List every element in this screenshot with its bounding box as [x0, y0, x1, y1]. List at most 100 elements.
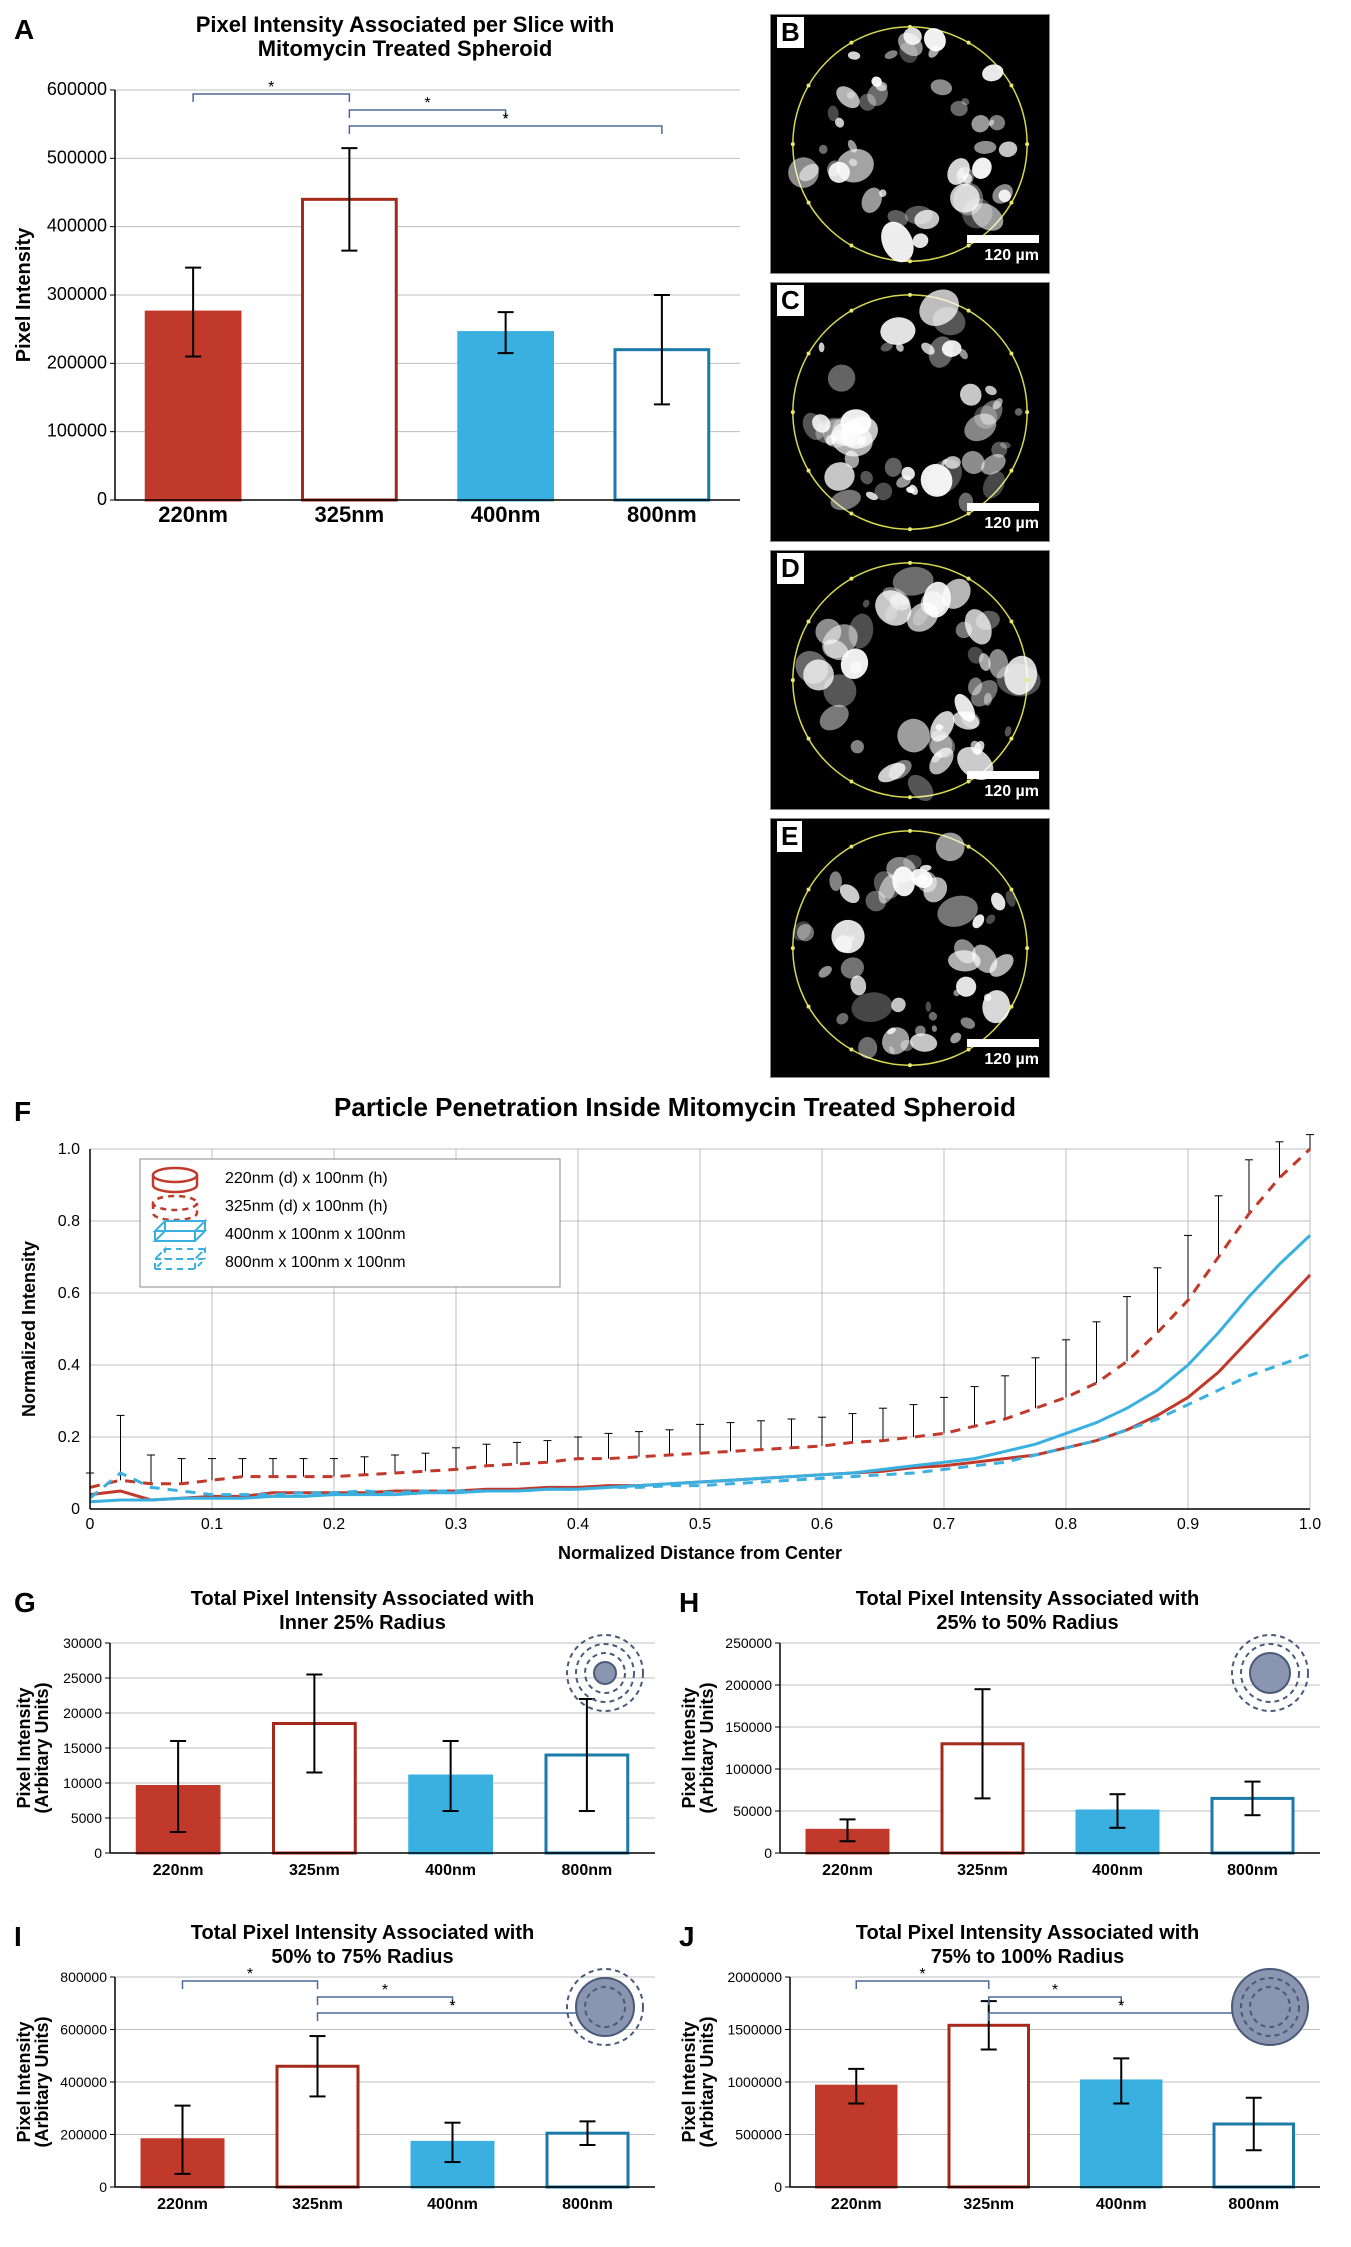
svg-text:2000000: 2000000 [727, 1969, 782, 1985]
svg-text:(Arbitary Units): (Arbitary Units) [697, 2016, 717, 2147]
svg-text:0.3: 0.3 [445, 1516, 467, 1533]
svg-text:325nm: 325nm [957, 1862, 1008, 1879]
svg-text:Mitomycin Treated Spheroid: Mitomycin Treated Spheroid [258, 36, 553, 61]
svg-text:Total Pixel Intensity Associat: Total Pixel Intensity Associated with [191, 1922, 534, 1944]
panel-f-title: Particle Penetration Inside Mitomycin Tr… [10, 1092, 1340, 1123]
svg-text:400000: 400000 [60, 2074, 107, 2090]
panel-i-label: I [14, 1921, 22, 1953]
svg-text:Pixel Intensity: Pixel Intensity [13, 227, 35, 362]
svg-text:600000: 600000 [60, 2022, 107, 2038]
svg-text:1.0: 1.0 [58, 1141, 80, 1158]
svg-text:150000: 150000 [725, 1719, 772, 1735]
svg-text:Normalized Distance from Cente: Normalized Distance from Center [558, 1543, 842, 1563]
svg-text:0.2: 0.2 [58, 1429, 80, 1446]
panel-a-label: A [14, 14, 34, 46]
panel-h-label: H [679, 1587, 699, 1619]
svg-text:Total Pixel Intensity Associat: Total Pixel Intensity Associated with [856, 1588, 1199, 1610]
svg-text:30000: 30000 [63, 1635, 102, 1651]
svg-text:400nm x 100nm x 100nm: 400nm x 100nm x 100nm [225, 1226, 406, 1243]
svg-text:0.7: 0.7 [933, 1516, 955, 1533]
panel-f-label: F [14, 1096, 31, 1128]
svg-text:Inner 25% Radius: Inner 25% Radius [279, 1612, 446, 1634]
svg-text:1000000: 1000000 [727, 2074, 782, 2090]
panel-h: H Total Pixel Intensity Associated with 2… [675, 1583, 1340, 1903]
panel-g-label: G [14, 1587, 36, 1619]
svg-text:0: 0 [94, 1845, 102, 1861]
micro-c: C120 µm [770, 282, 1050, 542]
svg-text:0: 0 [86, 1516, 95, 1533]
svg-text:400000: 400000 [47, 216, 107, 236]
panel-j-label: J [679, 1921, 695, 1953]
svg-text:0: 0 [764, 1845, 772, 1861]
svg-text:10000: 10000 [63, 1775, 102, 1791]
svg-text:Pixel Intensity: Pixel Intensity [679, 2021, 699, 2142]
svg-text:0: 0 [97, 489, 107, 509]
svg-text:*: * [424, 95, 430, 112]
svg-text:600000: 600000 [47, 79, 107, 99]
svg-text:Pixel Intensity Associated per: Pixel Intensity Associated per Slice wit… [196, 12, 615, 37]
svg-text:400nm: 400nm [471, 502, 541, 527]
svg-text:220nm: 220nm [822, 1862, 873, 1879]
svg-text:*: * [1052, 1982, 1058, 1999]
svg-text:(Arbitary Units): (Arbitary Units) [697, 1682, 717, 1813]
svg-text:50% to 75% Radius: 50% to 75% Radius [271, 1946, 453, 1968]
panel-i: I Total Pixel Intensity Associated with5… [10, 1917, 675, 2237]
svg-text:400nm: 400nm [425, 1862, 476, 1879]
panel-j: J Total Pixel Intensity Associated with7… [675, 1917, 1340, 2237]
svg-text:200000: 200000 [60, 2127, 107, 2143]
micrograph-grid: B120 µm C120 µm D120 µm E120 µm [766, 10, 1341, 1082]
svg-text:*: * [268, 79, 274, 96]
svg-text:Pixel Intensity: Pixel Intensity [14, 2021, 34, 2142]
micro-b: B120 µm [770, 14, 1050, 274]
svg-text:500000: 500000 [47, 147, 107, 167]
svg-text:1500000: 1500000 [727, 2022, 782, 2038]
svg-text:20000: 20000 [63, 1705, 102, 1721]
svg-text:1.0: 1.0 [1299, 1516, 1321, 1533]
svg-text:200000: 200000 [725, 1677, 772, 1693]
micro-d: D120 µm [770, 550, 1050, 810]
svg-text:800nm x 100nm x 100nm: 800nm x 100nm x 100nm [225, 1254, 406, 1271]
svg-text:0.6: 0.6 [58, 1285, 80, 1302]
svg-text:*: * [503, 111, 509, 128]
svg-text:Total Pixel Intensity Associat: Total Pixel Intensity Associated with [191, 1588, 534, 1610]
svg-text:(Arbitary Units): (Arbitary Units) [32, 2016, 52, 2147]
svg-text:500000: 500000 [735, 2127, 782, 2143]
svg-text:325nm: 325nm [289, 1862, 340, 1879]
svg-text:250000: 250000 [725, 1635, 772, 1651]
svg-text:100000: 100000 [47, 421, 107, 441]
svg-text:Total Pixel Intensity Associat: Total Pixel Intensity Associated with [856, 1922, 1199, 1944]
svg-text:400nm: 400nm [1092, 1862, 1143, 1879]
svg-text:*: * [1118, 1998, 1124, 2015]
svg-text:0.4: 0.4 [58, 1357, 80, 1374]
svg-text:400nm: 400nm [427, 2196, 478, 2213]
svg-text:*: * [919, 1966, 925, 1983]
svg-text:220nm (d) x 100nm (h): 220nm (d) x 100nm (h) [225, 1170, 388, 1187]
svg-text:800nm: 800nm [562, 1862, 613, 1879]
svg-text:200000: 200000 [47, 352, 107, 372]
svg-text:800nm: 800nm [1228, 2196, 1279, 2213]
svg-text:325nm: 325nm [292, 2196, 343, 2213]
svg-text:0: 0 [99, 2179, 107, 2195]
svg-text:25000: 25000 [63, 1670, 102, 1686]
svg-text:325nm: 325nm [963, 2196, 1014, 2213]
svg-text:0.2: 0.2 [323, 1516, 345, 1533]
svg-text:0.6: 0.6 [811, 1516, 833, 1533]
svg-text:Pixel Intensity: Pixel Intensity [679, 1687, 699, 1808]
svg-text:800000: 800000 [60, 1969, 107, 1985]
svg-text:800nm: 800nm [1227, 1862, 1278, 1879]
svg-text:Pixel Intensity: Pixel Intensity [14, 1687, 34, 1808]
svg-text:0.4: 0.4 [567, 1516, 589, 1533]
svg-text:(Arbitary Units): (Arbitary Units) [32, 1682, 52, 1813]
svg-text:800nm: 800nm [627, 502, 697, 527]
svg-text:0: 0 [774, 2179, 782, 2195]
svg-text:800nm: 800nm [562, 2196, 613, 2213]
svg-text:*: * [449, 1998, 455, 2015]
svg-text:0.1: 0.1 [201, 1516, 223, 1533]
svg-text:220nm: 220nm [831, 2196, 882, 2213]
svg-text:300000: 300000 [47, 284, 107, 304]
svg-text:0: 0 [71, 1501, 80, 1518]
svg-text:15000: 15000 [63, 1740, 102, 1756]
panel-f: F Particle Penetration Inside Mitomycin … [10, 1092, 1340, 1569]
svg-text:Normalized Intensity: Normalized Intensity [19, 1241, 39, 1417]
svg-text:*: * [247, 1966, 253, 1983]
